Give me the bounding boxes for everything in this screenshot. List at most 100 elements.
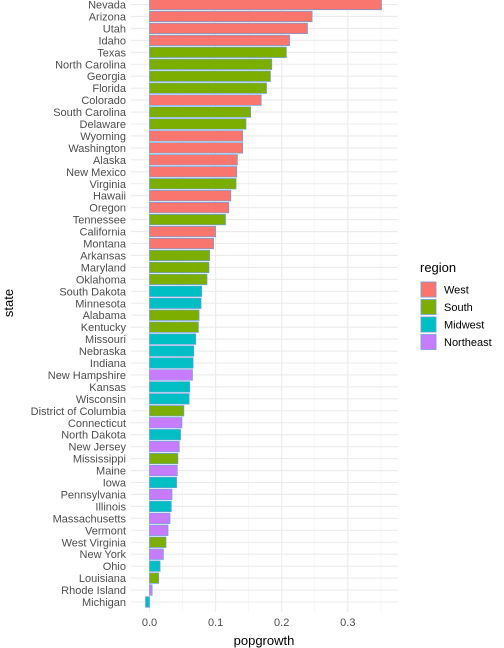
bar-california bbox=[149, 225, 216, 238]
bar-texas bbox=[149, 46, 287, 58]
y-tick-label: North Dakota bbox=[61, 430, 127, 442]
legend-swatch-west bbox=[420, 281, 437, 298]
bar-utah bbox=[149, 22, 308, 34]
y-tick-label: Hawaii bbox=[93, 191, 126, 203]
legend: region West South Midwest Northeast bbox=[420, 260, 492, 351]
y-tick-label: North Carolina bbox=[55, 59, 127, 71]
bar-iowa bbox=[149, 476, 177, 489]
bar-kansas bbox=[149, 381, 191, 393]
y-tick-label: Nebraska bbox=[79, 346, 127, 358]
y-tick-label: District of Columbia bbox=[31, 406, 127, 418]
y-tick-label: South Carolina bbox=[53, 107, 127, 119]
bar-michigan bbox=[145, 596, 150, 608]
bar-montana bbox=[149, 237, 214, 250]
bar-oregon bbox=[149, 202, 230, 214]
bar-north-dakota bbox=[149, 429, 181, 441]
bar-tennessee bbox=[149, 214, 226, 226]
y-tick-label: Rhode Island bbox=[61, 585, 126, 597]
y-tick-label: Montana bbox=[83, 239, 127, 251]
y-tick-label: Michigan bbox=[82, 597, 126, 609]
bar-idaho bbox=[149, 34, 290, 46]
bar-massachusetts bbox=[149, 512, 171, 524]
bar-wyoming bbox=[149, 130, 244, 142]
bar-missouri bbox=[149, 333, 197, 345]
bar-illinois bbox=[149, 500, 172, 512]
bar-hawaii bbox=[149, 190, 232, 202]
y-tick-label: Wisconsin bbox=[76, 394, 126, 406]
bar-west-virginia bbox=[149, 536, 167, 548]
y-tick-label: Virginia bbox=[90, 179, 127, 191]
y-tick-label: Alabama bbox=[83, 310, 127, 322]
y-tick-label: Alaska bbox=[93, 155, 127, 167]
bar-new-hampshire bbox=[149, 369, 193, 381]
y-tick-label: Arkansas bbox=[80, 250, 126, 262]
y-axis-title: state bbox=[1, 289, 16, 317]
y-tick-label: Wyoming bbox=[80, 131, 126, 143]
bar-ohio bbox=[149, 560, 161, 572]
x-axis-tick-labels: 0.0 0.1 0.2 0.3 bbox=[142, 617, 356, 629]
y-tick-label: Ohio bbox=[103, 561, 126, 573]
legend-label-south: South bbox=[444, 302, 473, 314]
y-tick-label: New Mexico bbox=[66, 167, 126, 179]
bar-washington bbox=[149, 142, 244, 154]
y-tick-label: Texas bbox=[97, 47, 126, 59]
x-tick-label: 0.3 bbox=[340, 617, 355, 629]
y-tick-label: Delaware bbox=[80, 119, 126, 131]
legend-label-northeast: Northeast bbox=[444, 337, 492, 349]
y-tick-label: Colorado bbox=[81, 95, 126, 107]
legend-swatch-midwest bbox=[420, 316, 437, 333]
y-tick-label: Illinois bbox=[95, 501, 126, 513]
y-tick-label: Idaho bbox=[98, 35, 126, 47]
y-tick-label: Kentucky bbox=[81, 322, 127, 334]
legend-title: region bbox=[420, 260, 456, 275]
bar-arizona bbox=[149, 10, 313, 23]
bar-mississippi bbox=[149, 453, 179, 465]
y-tick-label: Pennsylvania bbox=[61, 489, 127, 501]
bar-maryland bbox=[149, 261, 210, 273]
bar-district-of-columbia bbox=[149, 405, 185, 417]
y-tick-label: California bbox=[80, 227, 127, 239]
legend-label-midwest: Midwest bbox=[444, 320, 484, 332]
y-tick-label: Florida bbox=[92, 83, 127, 95]
bar-oklahoma bbox=[149, 273, 208, 285]
y-tick-label: Oklahoma bbox=[76, 274, 127, 286]
bar-kentucky bbox=[149, 321, 199, 333]
y-tick-label: New Jersey bbox=[69, 442, 127, 454]
y-tick-label: Iowa bbox=[103, 478, 127, 490]
bar-louisiana bbox=[149, 572, 160, 584]
bar-colorado bbox=[149, 94, 262, 106]
y-tick-label: Arizona bbox=[89, 11, 127, 23]
y-tick-label: Connecticut bbox=[68, 418, 126, 430]
x-tick-label: 0.1 bbox=[208, 617, 223, 629]
bar-vermont bbox=[149, 524, 169, 536]
y-tick-label: Minnesota bbox=[75, 298, 127, 310]
bar-florida bbox=[149, 82, 267, 94]
y-tick-label: Louisiana bbox=[79, 573, 127, 585]
bar-delaware bbox=[149, 118, 247, 130]
bar-wisconsin bbox=[149, 393, 190, 405]
bar-alaska bbox=[149, 154, 238, 166]
y-tick-label: Missouri bbox=[85, 334, 126, 346]
y-tick-label: Maine bbox=[96, 466, 126, 478]
bar-south-carolina bbox=[149, 106, 251, 118]
bar-new-york bbox=[149, 548, 164, 560]
bar-pennsylvania bbox=[149, 488, 173, 501]
bar-connecticut bbox=[149, 417, 183, 429]
bar-north-carolina bbox=[149, 58, 273, 70]
bar-new-jersey bbox=[149, 441, 180, 453]
y-tick-label: New York bbox=[80, 549, 127, 561]
bar-virginia bbox=[149, 178, 237, 190]
bar-arkansas bbox=[149, 249, 211, 262]
legend-swatch-south bbox=[420, 299, 437, 315]
y-tick-label: Georgia bbox=[87, 71, 127, 83]
y-tick-label: Nevada bbox=[88, 0, 127, 12]
bar-new-mexico bbox=[149, 166, 238, 178]
y-tick-label: Maryland bbox=[81, 262, 126, 274]
y-tick-label: Washington bbox=[68, 143, 126, 155]
bar-south-dakota bbox=[149, 285, 203, 297]
legend-label-west: West bbox=[444, 285, 469, 297]
y-tick-label: Indiana bbox=[90, 358, 127, 370]
x-axis-title: popgrowth bbox=[234, 633, 295, 648]
